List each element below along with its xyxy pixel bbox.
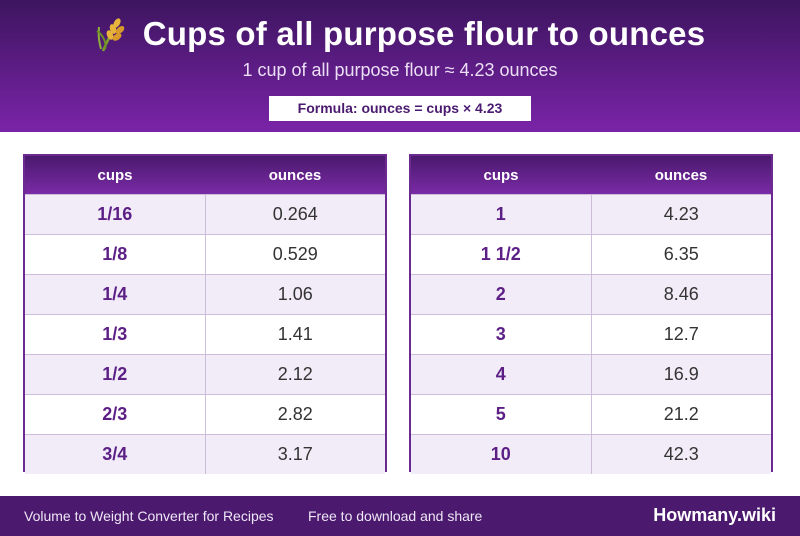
cups-cell: 2/3 <box>25 395 206 434</box>
ounces-cell: 8.46 <box>663 284 699 304</box>
conversion-table-left: cups ounces 1/16 0.264 1/8 0.529 1/4 1.0… <box>23 154 387 474</box>
ounces-cell: 21.2 <box>663 404 699 424</box>
ounces-cell: 0.264 <box>272 204 318 224</box>
table-row: 4 16.9 <box>411 354 771 394</box>
cups-cell: 3 <box>411 315 592 354</box>
table-row: 1/2 2.12 <box>25 354 385 394</box>
ounces-cell: 1.06 <box>277 284 313 304</box>
table-row: 2/3 2.82 <box>25 394 385 434</box>
column-header-cups: cups <box>97 167 133 184</box>
conversion-table-right: cups ounces 1 4.23 1 1/2 6.35 2 8.46 3 1… <box>409 154 773 474</box>
ounces-cell: 3.17 <box>277 444 313 464</box>
table-row: 1 4.23 <box>411 194 771 234</box>
footer-bar: Volume to Weight Converter for Recipes F… <box>0 496 800 536</box>
column-header-ounces: ounces <box>654 167 708 184</box>
table-row: 3/4 3.17 <box>25 434 385 474</box>
ounces-cell: 6.35 <box>663 244 699 264</box>
table-row: 2 8.46 <box>411 274 771 314</box>
footer-converter-label: Volume to Weight Converter for Recipes <box>24 508 274 524</box>
page-title: Cups of all purpose flour to ounces <box>142 15 706 52</box>
table-header: cups ounces <box>411 156 771 194</box>
footer-share-label: Free to download and share <box>308 508 483 524</box>
table-row: 1/8 0.529 <box>25 234 385 274</box>
ounces-cell: 4.23 <box>663 204 699 224</box>
cups-cell: 2 <box>411 275 592 314</box>
table-row: 1/3 1.41 <box>25 314 385 354</box>
table-row: 5 21.2 <box>411 394 771 434</box>
cups-cell: 1 1/2 <box>411 235 592 274</box>
cups-cell: 1/8 <box>25 235 206 274</box>
column-header-cups: cups <box>483 167 519 184</box>
ounces-cell: 2.82 <box>277 404 313 424</box>
table-body: 1/16 0.264 1/8 0.529 1/4 1.06 1/3 1.41 1… <box>25 194 385 474</box>
ounces-cell: 42.3 <box>663 444 699 464</box>
table-row: 10 42.3 <box>411 434 771 474</box>
cups-cell: 5 <box>411 395 592 434</box>
ounces-cell: 0.529 <box>272 244 318 264</box>
table-header: cups ounces <box>25 156 385 194</box>
table-body: 1 4.23 1 1/2 6.35 2 8.46 3 12.7 4 16.9 5… <box>411 194 771 474</box>
header-banner: Cups of all purpose flour to ounces 1 cu… <box>0 0 800 132</box>
title-row: Cups of all purpose flour to ounces <box>0 12 800 56</box>
table-row: 1 1/2 6.35 <box>411 234 771 274</box>
formula-badge: Formula: ounces = cups × 4.23 <box>269 96 531 121</box>
cups-cell: 1/2 <box>25 355 206 394</box>
cups-cell: 10 <box>411 435 592 474</box>
table-row: 1/4 1.06 <box>25 274 385 314</box>
conversion-subtitle: 1 cup of all purpose flour ≈ 4.23 ounces <box>242 60 558 80</box>
cups-cell: 1/3 <box>25 315 206 354</box>
brand-logo-text[interactable]: Howmany.wiki <box>653 505 776 525</box>
table-row: 1/16 0.264 <box>25 194 385 234</box>
ounces-cell: 16.9 <box>663 364 699 384</box>
cups-cell: 3/4 <box>25 435 206 474</box>
ounces-cell: 2.12 <box>277 364 313 384</box>
column-header-ounces: ounces <box>268 167 322 184</box>
wheat-icon <box>96 18 125 52</box>
cups-cell: 1 <box>411 195 592 234</box>
ounces-cell: 12.7 <box>663 324 699 344</box>
cups-cell: 1/16 <box>25 195 206 234</box>
cups-cell: 1/4 <box>25 275 206 314</box>
table-row: 3 12.7 <box>411 314 771 354</box>
ounces-cell: 1.41 <box>277 324 313 344</box>
cups-cell: 4 <box>411 355 592 394</box>
